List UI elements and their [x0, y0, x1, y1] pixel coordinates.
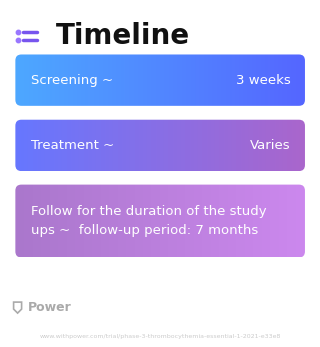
Text: Screening ~: Screening ~ — [31, 74, 114, 87]
Text: 3 weeks: 3 weeks — [236, 74, 291, 87]
Text: Treatment ~: Treatment ~ — [31, 139, 115, 152]
Text: Timeline: Timeline — [56, 23, 190, 50]
Text: Power: Power — [28, 301, 71, 314]
Text: Follow for the duration of the study
ups ~  follow-up period: 7 months: Follow for the duration of the study ups… — [31, 205, 267, 237]
FancyBboxPatch shape — [15, 120, 305, 171]
FancyBboxPatch shape — [15, 185, 305, 257]
Text: www.withpower.com/trial/phase-3-thrombocythemia-essential-1-2021-e33e8: www.withpower.com/trial/phase-3-thromboc… — [39, 334, 281, 339]
Text: Varies: Varies — [250, 139, 291, 152]
FancyBboxPatch shape — [15, 54, 305, 106]
